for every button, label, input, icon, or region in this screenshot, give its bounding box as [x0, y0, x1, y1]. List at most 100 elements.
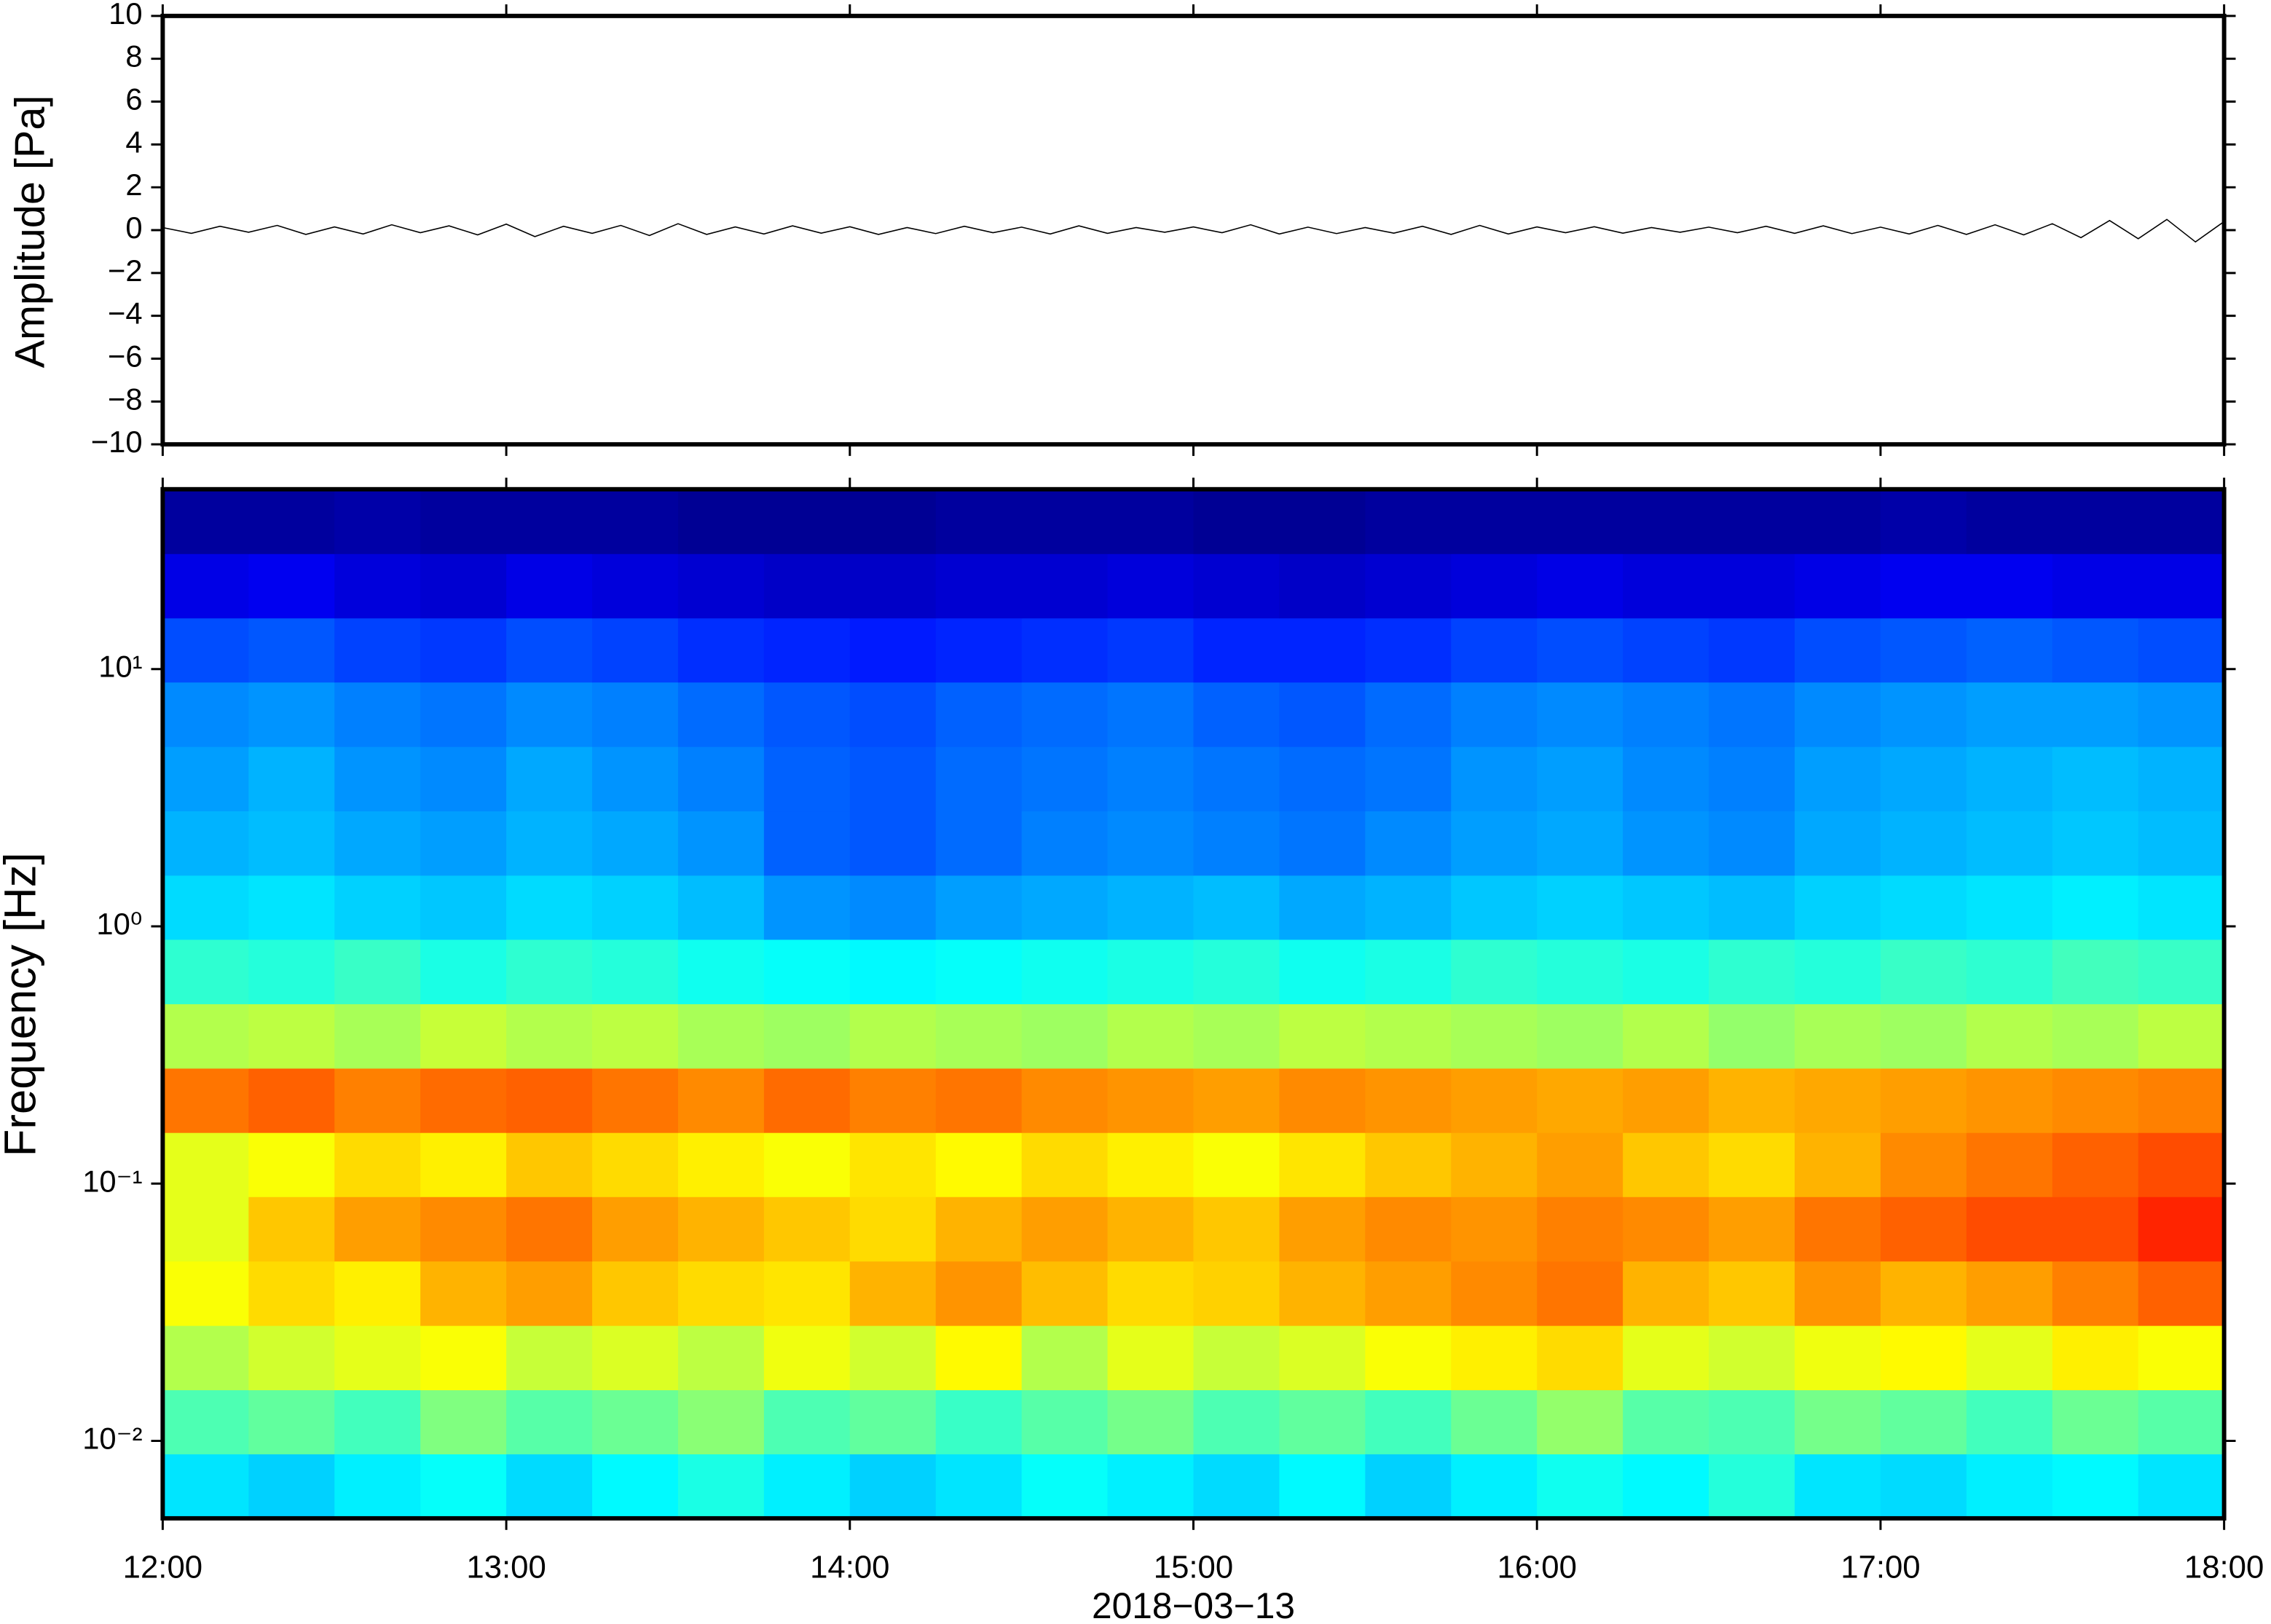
spectrogram-cell [2052, 1197, 2139, 1262]
spectrogram-cell [1880, 1197, 1967, 1262]
spectrogram-cell [506, 553, 593, 619]
spectrogram-cell [420, 553, 507, 619]
spectrogram-cell [1623, 1390, 1709, 1455]
spectrogram-cell [2052, 1454, 2139, 1519]
spectrogram-cell [763, 553, 851, 619]
spectrogram-cell [849, 1197, 937, 1262]
spectrogram-cell [1880, 875, 1967, 940]
spectrogram-cell [248, 489, 335, 554]
spectrogram-cell [1537, 1197, 1623, 1262]
spectrogram-cell [1966, 746, 2053, 812]
spectrogram-cell [1880, 746, 1967, 812]
spectrogram-cell [1709, 1454, 1795, 1519]
spectrogram-cell [1021, 618, 1109, 683]
spectrogram-cell [162, 939, 249, 1004]
spectrogram-cell [1193, 682, 1280, 747]
spectrogram-cell [1021, 939, 1109, 1004]
spectrogram-cell [592, 1197, 679, 1262]
spectrogram-cell [506, 682, 593, 747]
spectrogram-cell [1794, 618, 1881, 683]
spectrogram-cell [334, 553, 421, 619]
spectrogram-cell [1623, 489, 1709, 554]
spectrogram-cell [506, 875, 593, 940]
spectrogram-cell [1365, 1325, 1452, 1390]
spectrogram-cell [1623, 1197, 1709, 1262]
spectrogram-cell [2138, 875, 2225, 940]
spectrogram-cell [2052, 682, 2139, 747]
spectrogram-cell [1451, 618, 1538, 683]
spectrogram-cell [2138, 1197, 2225, 1262]
spectrogram-cell [1193, 1132, 1280, 1197]
spectrogram-cell [420, 1454, 507, 1519]
y-tick-label: −8 [108, 382, 143, 416]
y-tick-label: −4 [108, 296, 143, 331]
spectrogram-cell [1794, 682, 1881, 747]
x-tick-label: 14:00 [810, 1549, 889, 1585]
spectrogram-cell [849, 1132, 937, 1197]
spectrogram-cell [935, 1004, 1023, 1069]
spectrogram-cell [1794, 811, 1881, 876]
spectrogram-cell [1880, 939, 1967, 1004]
spectrogram-cell [1709, 1261, 1795, 1326]
spectrogram-cell [162, 618, 249, 683]
spectrogram-cell [1880, 682, 1967, 747]
spectrogram-cell [162, 1004, 249, 1069]
spectrogram-cell [1451, 1068, 1538, 1133]
spectrogram-cell [420, 682, 507, 747]
spectrogram-cell [1966, 1068, 2053, 1133]
spectrogram-cell [1021, 1454, 1109, 1519]
spectrogram-cell [592, 811, 679, 876]
spectrogram-cell [677, 1261, 765, 1326]
spectrogram-cell [849, 489, 937, 554]
spectrogram-cell [935, 1068, 1023, 1133]
spectrogram-cell [334, 1261, 421, 1326]
spectrogram-cell [677, 939, 765, 1004]
spectrogram-cell [935, 875, 1023, 940]
spectrogram-cell [2052, 811, 2139, 876]
spectrogram-cell [1021, 553, 1109, 619]
spectrogram-cell [1537, 1068, 1623, 1133]
spectrogram-cell [1966, 553, 2053, 619]
spectrogram-cell [420, 1004, 507, 1069]
spectrogram-cell [248, 1004, 335, 1069]
spectrogram-cell [935, 618, 1023, 683]
spectrogram-cell [1193, 1068, 1280, 1133]
y-tick-label: 2 [125, 167, 142, 202]
spectrogram-cell [849, 1390, 937, 1455]
spectrogram-cell [1623, 1454, 1709, 1519]
spectrogram-cell [1451, 682, 1538, 747]
spectrogram-cell [1365, 553, 1452, 619]
spectrogram-cell [2138, 1390, 2225, 1455]
spectrogram-cell [1623, 1325, 1709, 1390]
spectrogram-cell [592, 939, 679, 1004]
spectrogram-cell [763, 1454, 851, 1519]
spectrogram-cell [1365, 682, 1452, 747]
spectrogram-cell [1193, 1197, 1280, 1262]
spectrogram-cell [334, 811, 421, 876]
spectrogram-cell [2052, 1390, 2139, 1455]
spectrogram-cell [1021, 1390, 1109, 1455]
spectrogram-cell [1966, 489, 2053, 554]
spectrogram-cell [248, 1197, 335, 1262]
spectrogram-cell [162, 682, 249, 747]
spectrogram-cell [1966, 618, 2053, 683]
spectrogram-cell [248, 1068, 335, 1133]
spectrogram-cell [1365, 489, 1452, 554]
spectrogram-cell [162, 1132, 249, 1197]
spectrogram-cell [1193, 746, 1280, 812]
spectrogram-cell [1880, 1325, 1967, 1390]
spectrogram-cell [2052, 1004, 2139, 1069]
spectrogram-cell [1107, 1132, 1194, 1197]
spectrogram-cell [420, 1261, 507, 1326]
spectrogram-cell [1709, 618, 1795, 683]
spectrogram-cell [592, 746, 679, 812]
spectrogram-cell [1279, 618, 1366, 683]
spectrogram-cell [162, 1068, 249, 1133]
spectrogram-cell [1279, 1068, 1366, 1133]
spectrogram-cell [935, 1390, 1023, 1455]
spectrogram-cell [677, 1132, 765, 1197]
spectrogram-cell [1021, 1068, 1109, 1133]
spectrogram-cell [162, 489, 249, 554]
spectrogram-cell [1451, 1004, 1538, 1069]
spectrogram-cell [1537, 746, 1623, 812]
